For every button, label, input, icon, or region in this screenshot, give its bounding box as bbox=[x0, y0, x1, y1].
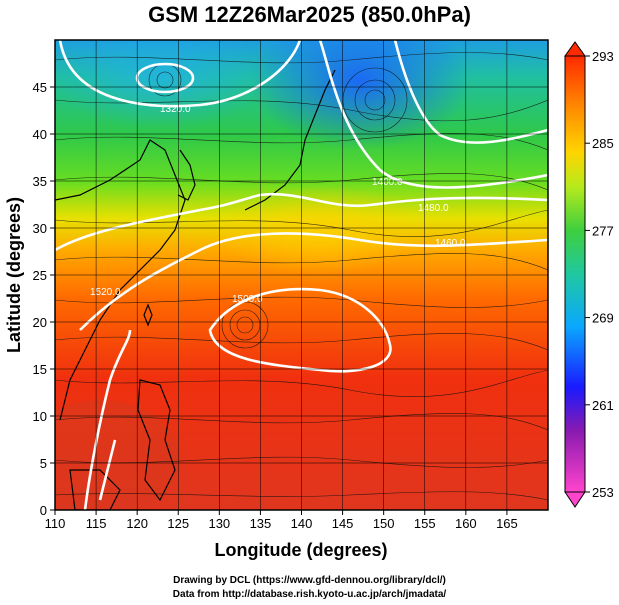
x-tick-label: 130 bbox=[208, 516, 230, 531]
x-tick-label: 165 bbox=[496, 516, 518, 531]
contour-label: 1480.0 bbox=[418, 203, 449, 214]
x-tick-label: 160 bbox=[455, 516, 477, 531]
colorbar-scale bbox=[564, 55, 586, 493]
coastline-korea bbox=[177, 149, 196, 201]
x-tick-label: 155 bbox=[414, 516, 436, 531]
coastline-taiwan bbox=[143, 303, 153, 327]
contour-label: 1460.0 bbox=[435, 238, 466, 249]
x-tick-label: 115 bbox=[86, 516, 107, 531]
contour-label: 1320.0 bbox=[160, 104, 191, 115]
y-tick-label: 25 bbox=[33, 268, 47, 283]
y-tick-label: 30 bbox=[33, 221, 47, 236]
y-tick-label: 5 bbox=[40, 456, 47, 471]
y-tick-label: 45 bbox=[33, 80, 47, 95]
y-tick-label: 10 bbox=[33, 409, 47, 424]
y-tick-label: 0 bbox=[40, 503, 47, 518]
coastline-philippines bbox=[137, 379, 176, 502]
colorbar-min-arrow bbox=[564, 491, 586, 508]
height-contours bbox=[55, 40, 548, 510]
contour-label: 1520.0 bbox=[90, 287, 121, 298]
temperature-field bbox=[55, 40, 548, 510]
colorbar-max-arrow bbox=[564, 41, 586, 57]
contour-label: 1400.0 bbox=[372, 177, 403, 188]
x-tick-label: 140 bbox=[291, 516, 313, 531]
colorbar-tick-label: 277 bbox=[592, 223, 614, 238]
contour-label: 1500.0 bbox=[232, 294, 263, 305]
x-axis: 110 115 120 125 130 135 140 145 150 155 160 165 bbox=[45, 510, 518, 531]
map-title: GSM 12Z26Mar2025 (850.0hPa) bbox=[148, 2, 471, 27]
y-tick-label: 20 bbox=[33, 315, 47, 330]
credit-data: Data from http://database.rish.kyoto-u.a… bbox=[172, 589, 447, 600]
y-axis-label: Latitude (degrees) bbox=[4, 197, 24, 353]
x-tick-label: 135 bbox=[250, 516, 272, 531]
x-tick-label: 125 bbox=[167, 516, 189, 531]
coastline-japan bbox=[244, 69, 336, 211]
x-tick-label: 120 bbox=[126, 516, 148, 531]
y-tick-label: 15 bbox=[33, 362, 47, 377]
x-tick-label: 150 bbox=[373, 516, 395, 531]
credit-drawing: Drawing by DCL (https://www.gfd-dennou.o… bbox=[173, 575, 446, 586]
y-tick-label: 35 bbox=[33, 174, 47, 189]
colorbar-tick-label: 253 bbox=[592, 485, 614, 500]
colorbar-tick-label: 285 bbox=[592, 136, 614, 151]
y-tick-label: 40 bbox=[33, 127, 47, 142]
y-axis: 0 5 10 15 20 25 30 35 40 45 bbox=[33, 80, 55, 518]
x-axis-label: Longitude (degrees) bbox=[214, 540, 387, 560]
colorbar-tick-label: 293 bbox=[592, 49, 614, 64]
x-tick-label: 110 bbox=[45, 516, 66, 531]
coastline-borneo bbox=[69, 469, 121, 510]
x-tick-label: 145 bbox=[332, 516, 354, 531]
colorbar-tick-label: 261 bbox=[592, 398, 614, 413]
contour-labels: 1320.0 1400.0 1480.0 1500.0 1460.0 1520.… bbox=[90, 104, 466, 305]
grid bbox=[54, 40, 548, 510]
colorbar-tick-label: 269 bbox=[592, 311, 614, 326]
colorbar: 293 285 277 269 261 253 bbox=[564, 41, 614, 508]
